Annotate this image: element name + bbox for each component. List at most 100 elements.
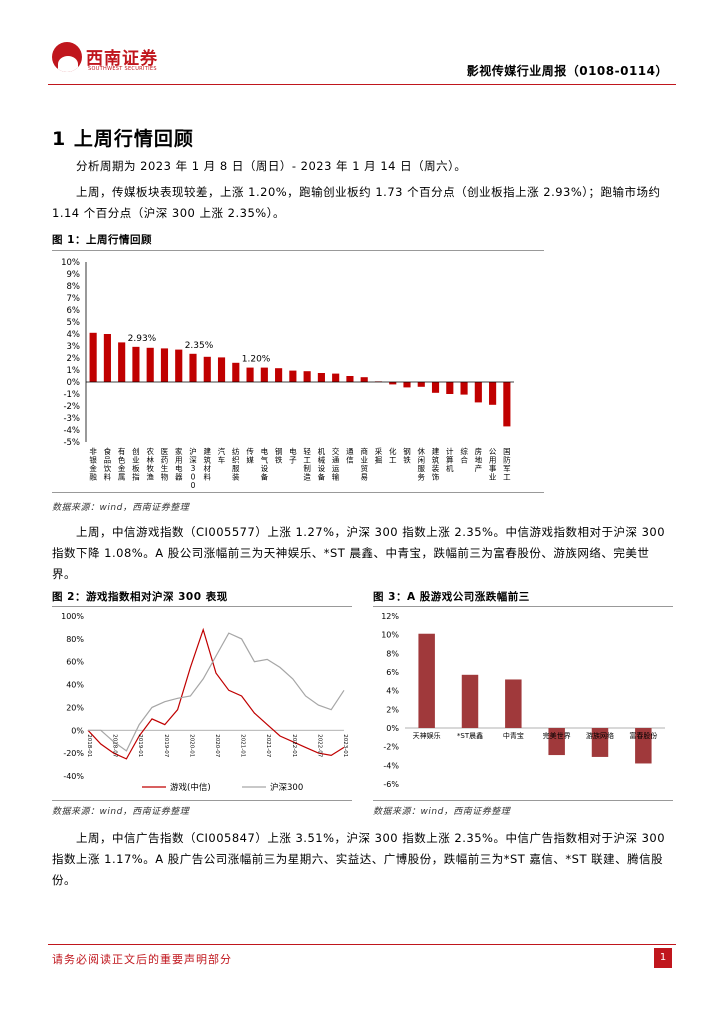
x-tick-label: 电气设备 [261,446,269,482]
x-tick-label: 2018-07 [112,734,118,757]
bar [360,377,368,382]
fig1-title: 图 1：上周行情回顾 [52,234,152,246]
fig3-title: 图 3：A 股游戏公司涨跌幅前三 [373,591,530,603]
bar [461,674,479,728]
x-tick-label: 国防军工 [503,447,511,482]
footer-divider [48,944,676,945]
bar [89,332,97,382]
page-number: 1 [654,948,672,968]
x-tick-label: 采掘 [375,446,383,465]
bar [346,376,354,382]
y-tick-label: 0% [67,378,81,388]
bar [389,382,397,385]
y-tick-label: 8% [67,282,81,292]
y-tick-label: 3% [67,342,81,352]
y-tick-label: -4% [383,761,399,770]
y-tick-label: 2% [386,705,399,714]
section-heading: 1 上周行情回顾 [52,128,194,150]
fig3-bar-chart: -6% -4% -2% 0% 2% 4% 6% 8% 10% 12% 天神娱乐 *ST晨鑫 中青宝 完美世… [381,612,665,789]
bar [317,373,325,382]
fig1-bottom-rule [52,492,544,493]
x-tick-label: 轻工制造 [303,446,311,482]
data-label: 1.20% [242,355,271,365]
logo-subtitle: SOUTHWEST SECURITIES [88,66,157,72]
x-tick-label: 非银金融 [89,446,97,482]
footer-disclaimer: 请务必阅读正文后的重要声明部分 [52,953,232,966]
legend-label: 游戏(中信) [170,782,211,793]
y-tick-label: -20% [63,749,84,758]
bar [160,348,169,382]
bar [175,349,183,382]
x-tick-label: 交通运输 [332,446,340,482]
x-tick-label: 电子 [289,446,297,465]
x-tick-label: 2019-07 [163,734,169,757]
bar [132,346,140,382]
bar [417,382,425,387]
x-tick-label: 化工 [389,446,397,465]
y-tick-label: 0% [71,726,84,735]
y-tick-label: 9% [67,270,81,280]
x-tick-label: 综合 [460,446,468,465]
y-tick-label: 8% [386,649,399,658]
x-tick-label: 中青宝 [503,731,524,740]
fig3-source: 数据来源：wind，西南证券整理 [373,807,511,817]
bar [474,382,482,403]
bar [146,347,154,382]
x-tick-label: 2018-01 [86,734,92,757]
x-tick-label: 2020-07 [214,734,220,757]
report-title: 影视传媒行业周报（0108-0114） [466,64,668,78]
bar [289,370,297,382]
fig2-bottom-rule [52,800,352,801]
y-tick-label: -2% [63,402,80,412]
paragraph-ad-index: 上周，中信广告指数（CI005847）上涨 3.51%，沪深 300 指数上涨 … [52,831,666,887]
bar [489,382,497,405]
bar [303,371,311,382]
bar [232,362,240,382]
y-tick-label: 100% [61,612,84,621]
y-tick-label: 12% [381,612,399,621]
x-tick-label: 机械设备 [318,446,326,482]
x-tick-label: 建筑装饰 [432,446,440,482]
x-tick-label: 计算机 [446,446,454,473]
x-tick-label: *ST晨鑫 [457,731,483,740]
bar [203,356,211,382]
fig1-bar-chart: -5% -4% -3% -2% -1% 0% 1% 2% 3% 4% 5% 6% 7% 8% 9% 10% 非银… [61,258,514,490]
bar [446,382,454,394]
y-tick-label: 80% [66,635,84,644]
fig3-top-rule [373,606,673,607]
y-tick-label: 1% [67,366,81,376]
x-tick-label: 游族网络 [586,731,614,740]
bar [591,728,609,757]
y-tick-label: -1% [63,390,80,400]
y-tick-label: 40% [66,681,84,690]
x-tick-label: 医药生物 [161,447,169,482]
x-tick-label: 通信 [346,446,354,465]
bar [260,367,268,382]
bar [418,633,435,728]
bar [332,373,340,382]
x-tick-label: 房地产 [475,446,483,473]
y-tick-label: 10% [61,258,80,268]
y-tick-label: -4% [63,426,80,436]
data-label: 2.35% [185,341,214,351]
x-tick-label: 商业贸易 [360,446,368,482]
x-tick-label: 农林牧渔 [146,446,154,482]
x-tick-label: 2021-07 [265,734,271,757]
paragraph-period: 分析周期为 2023 年 1 月 8 日（周日）- 2023 年 1 月 14 … [76,159,467,173]
fig2-top-rule [52,606,352,607]
bar [635,728,652,764]
x-tick-label: 传媒 [246,446,254,465]
y-tick-label: -2% [383,743,399,752]
x-tick-label: 创业板指 [132,446,140,482]
x-tick-label: 2020-01 [188,734,194,757]
x-tick-label: 公用事业 [489,447,497,482]
bar [548,728,565,756]
x-tick-label: 有色金属 [118,446,126,482]
x-tick-label: 沪深 3 0 0 [189,446,197,490]
y-tick-label: 2% [67,354,81,364]
y-tick-label: -40% [63,772,84,781]
x-tick-label: 建筑材料 [204,446,212,482]
x-tick-label: 天神娱乐 [413,731,441,740]
fig3-bottom-rule [373,800,673,801]
y-tick-label: 4% [67,330,81,340]
